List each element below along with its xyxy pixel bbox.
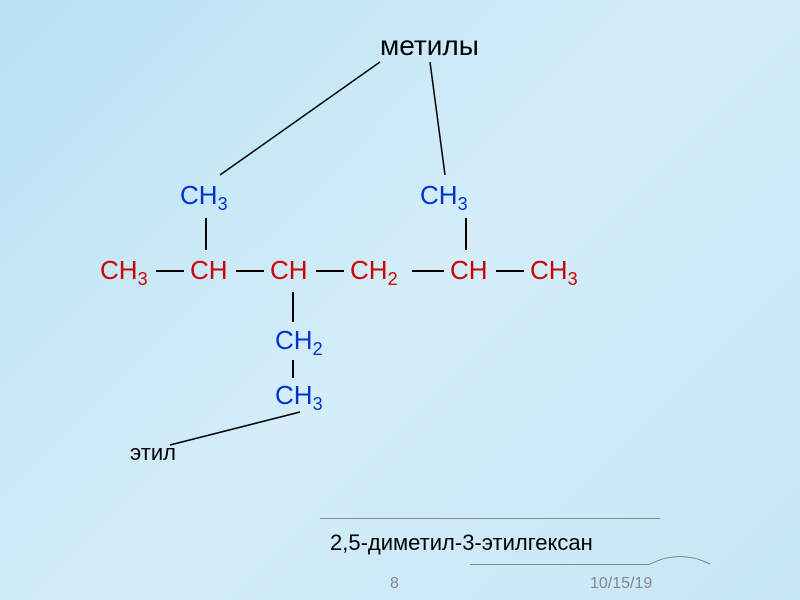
bond-v1 [205,218,207,250]
atom-chain-5: CH [450,255,488,286]
bond-v3 [292,292,294,322]
footer-page: 8 [390,575,399,593]
hr-2 [470,564,650,565]
bond-2 [236,270,264,272]
atom-bottom-2: CH3 [275,380,323,415]
ethyl-label: этил [130,440,176,466]
atom-chain-1: CH3 [100,255,148,290]
bond-5 [496,270,524,272]
bond-4 [412,270,444,272]
bond-v2 [465,218,467,250]
methyls-label: метилы [380,30,479,62]
compound-name: 2,5-диметил-3-этилгексан [330,530,593,556]
bond-v4 [292,360,294,378]
atom-chain-6: CH3 [530,255,578,290]
atom-top-left: CH3 [180,180,228,215]
annotation-line-1 [0,0,800,600]
bond-1 [156,270,184,272]
atom-chain-4: CH2 [350,255,398,290]
atom-top-right: CH3 [420,180,468,215]
atom-chain-3: CH [270,255,308,286]
atom-chain-2: CH [190,255,228,286]
bond-3 [316,270,344,272]
hr-1 [320,518,660,519]
footer-date: 10/15/19 [590,575,652,593]
curve-decoration [650,554,730,574]
atom-bottom-1: CH2 [275,325,323,360]
